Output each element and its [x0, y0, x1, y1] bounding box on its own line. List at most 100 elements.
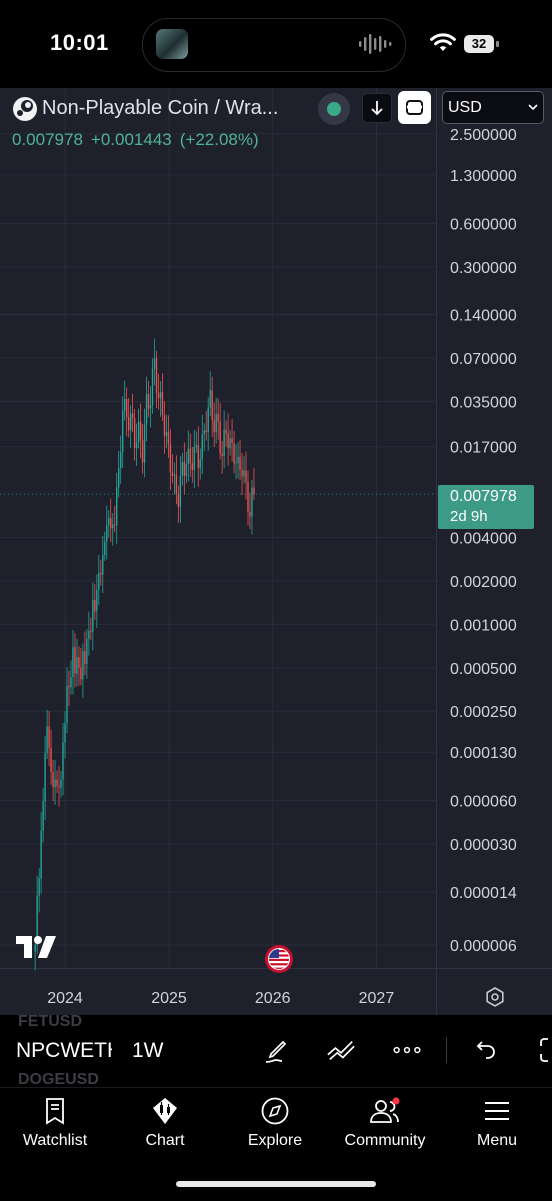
- candle-body: [243, 470, 245, 477]
- symbol-title[interactable]: Non-Playable Coin / Wra...: [42, 97, 279, 119]
- candle-body: [141, 439, 144, 463]
- candle-body: [94, 599, 96, 612]
- candle-body: [50, 747, 52, 773]
- candle-body: [153, 358, 156, 369]
- candle-body: [199, 459, 201, 469]
- candle-body: [157, 393, 160, 399]
- candle-body: [175, 474, 178, 495]
- candle-body: [58, 785, 60, 788]
- candle-body: [181, 461, 184, 476]
- candle-body: [84, 651, 86, 664]
- wifi-icon: [430, 33, 456, 51]
- candle-body: [151, 368, 154, 406]
- candle-body: [119, 452, 122, 468]
- candle-body: [60, 779, 62, 788]
- compare-icon: [406, 100, 423, 115]
- candle-body: [92, 599, 94, 632]
- candle-body: [104, 541, 106, 555]
- currency-value: USD: [448, 99, 482, 116]
- tab-menu-label: Menu: [476, 1132, 518, 1149]
- us-flag-icon[interactable]: [264, 944, 294, 974]
- candle-body: [211, 390, 213, 421]
- interval-selector[interactable]: 1W: [132, 1039, 164, 1062]
- tab-explore-label: Explore: [247, 1132, 303, 1149]
- candle-body: [227, 433, 229, 449]
- candle-body: [147, 394, 150, 409]
- watchlist-prev-symbol[interactable]: FETUSD: [18, 1013, 82, 1030]
- x-tick-label: 2027: [359, 990, 395, 1007]
- chart-area[interactable]: [0, 88, 552, 1015]
- symbol-ticker[interactable]: NPCWETH: [16, 1039, 112, 1062]
- candle-body: [54, 779, 56, 788]
- last-price-badge: [438, 485, 534, 529]
- badge-price: 0.007978: [450, 488, 517, 505]
- compare-button[interactable]: [398, 91, 431, 124]
- undo-icon[interactable]: [470, 1035, 500, 1065]
- battery-tip: [496, 41, 499, 47]
- candle-body: [48, 726, 50, 748]
- tab-watchlist-label: Watchlist: [22, 1132, 88, 1149]
- collapse-button[interactable]: [362, 93, 392, 123]
- chart-settings-icon[interactable]: [484, 986, 506, 1008]
- people-icon: [370, 1097, 400, 1123]
- fullscreen-icon[interactable]: [536, 1035, 552, 1065]
- candle-body: [46, 726, 48, 754]
- home-indicator: [176, 1181, 376, 1187]
- watchlist-next-symbol[interactable]: DOGEUSD: [18, 1071, 99, 1088]
- candle-body: [96, 589, 98, 612]
- candle-body: [229, 438, 231, 449]
- candle-body: [129, 413, 132, 431]
- audio-waveform-icon: [359, 34, 392, 54]
- candle-body: [102, 554, 104, 575]
- y-tick-label: 0.000006: [450, 938, 517, 955]
- candle-body: [207, 407, 209, 432]
- y-tick-label: 1.300000: [450, 168, 517, 185]
- clock: 10:01: [50, 30, 109, 55]
- candle-body: [167, 431, 170, 445]
- candle-body: [66, 685, 68, 724]
- candle-body: [193, 446, 195, 470]
- y-tick-label: 0.300000: [450, 260, 517, 277]
- price-summary: 0.007978 +0.001443 (+22.08%): [12, 130, 267, 150]
- coin-logo-icon: [13, 97, 37, 121]
- more-options-icon[interactable]: [392, 1035, 422, 1065]
- y-tick-label: 0.035000: [450, 394, 517, 411]
- battery-icon: 32: [464, 35, 494, 53]
- candle-body: [233, 442, 235, 464]
- tab-explore[interactable]: Explore: [220, 1092, 330, 1162]
- bookmark-icon: [46, 1098, 64, 1125]
- candle-body: [98, 572, 100, 590]
- candle-body: [131, 413, 134, 419]
- candle-body: [163, 415, 166, 436]
- tab-community-label: Community: [344, 1132, 426, 1149]
- bar-countdown: 2d 9h: [450, 508, 488, 525]
- candle-body: [36, 895, 38, 945]
- currency-select[interactable]: [442, 91, 544, 124]
- price-change-percent: (+22.08%): [179, 130, 259, 149]
- tradingview-logo-icon[interactable]: [16, 936, 60, 958]
- candle-body: [90, 630, 92, 632]
- candle-body: [223, 429, 225, 456]
- tab-chart[interactable]: Chart: [110, 1092, 220, 1162]
- hamburger-icon: [485, 1102, 509, 1120]
- indicators-icon[interactable]: [326, 1035, 356, 1065]
- candle-body: [159, 391, 162, 399]
- x-tick-label: 2024: [47, 990, 83, 1007]
- drawing-pen-icon[interactable]: [262, 1035, 292, 1065]
- tab-menu[interactable]: Menu: [442, 1092, 552, 1162]
- candle-body: [110, 518, 112, 529]
- candle-body: [205, 430, 207, 432]
- candle-body: [235, 462, 237, 464]
- candle-body: [121, 410, 124, 453]
- candle-body: [171, 472, 174, 477]
- tab-watchlist[interactable]: Watchlist: [0, 1092, 110, 1162]
- candle-body: [137, 421, 140, 443]
- now-playing-artwork-icon[interactable]: [156, 29, 188, 59]
- tab-community[interactable]: Community: [330, 1092, 440, 1162]
- price-chart[interactable]: 2.500000 1.300000 0.600000 0.300000 0.140000…: [0, 88, 552, 1015]
- y-tick-label: 0.000250: [450, 704, 517, 721]
- candle-body: [44, 753, 46, 802]
- candle-body: [106, 525, 108, 542]
- compass-icon: [261, 1097, 289, 1125]
- candle-body: [245, 470, 247, 482]
